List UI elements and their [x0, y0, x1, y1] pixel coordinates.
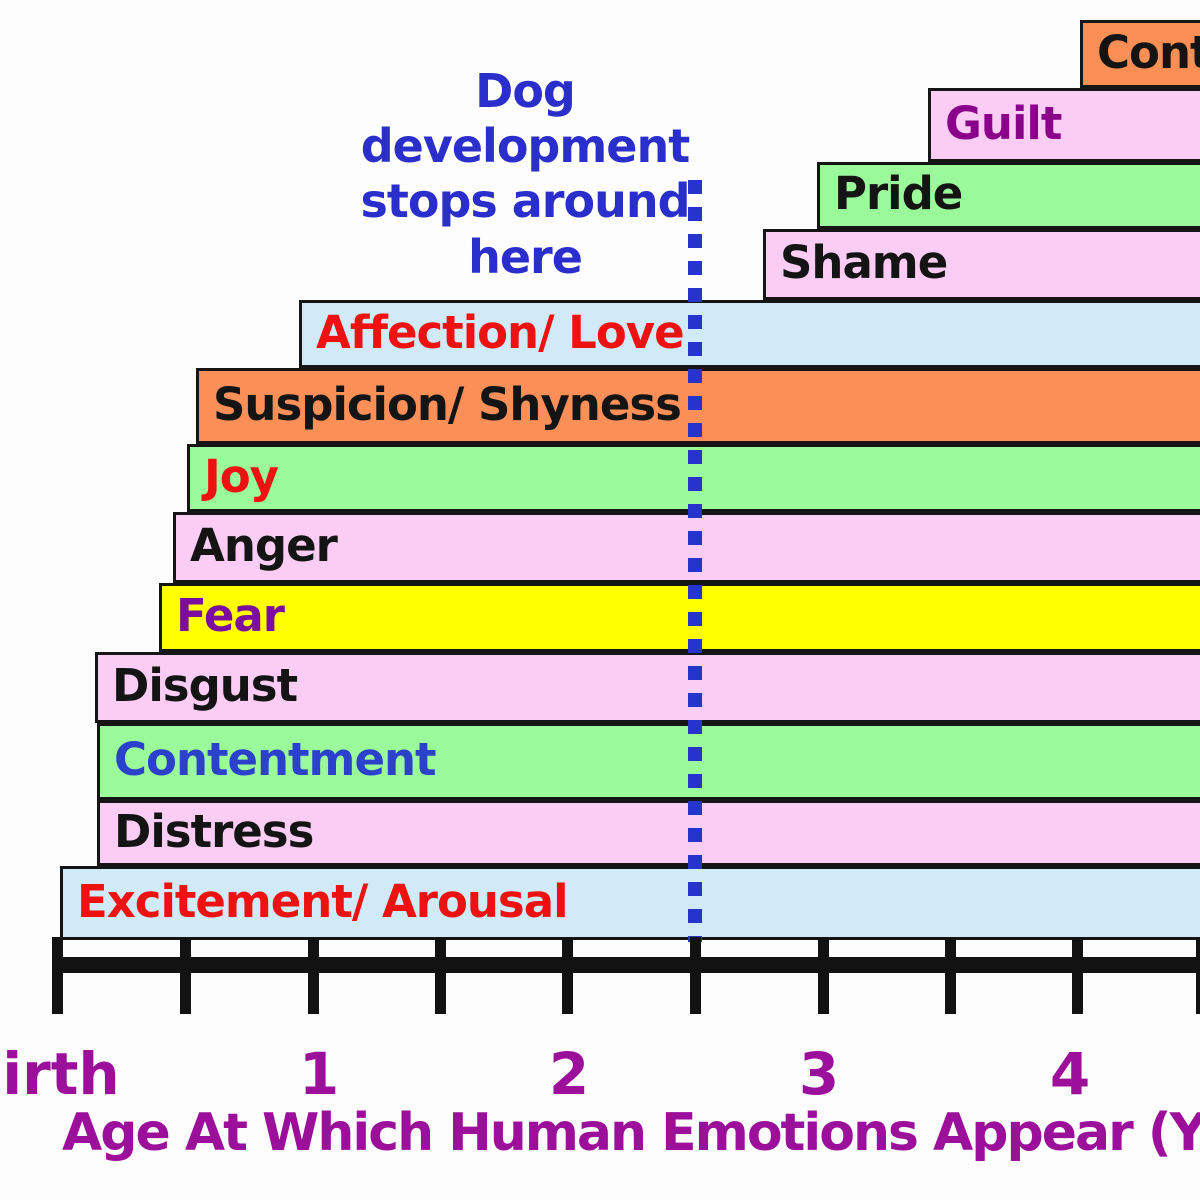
axis-title: Age At Which Human Emotions Appear (Year… — [62, 1103, 1200, 1163]
bar-label: Excitement/ Arousal — [77, 874, 569, 928]
bar-label: Guilt — [945, 96, 1062, 150]
bar-label: Contempt — [1097, 25, 1200, 79]
bar-label: Disgust — [112, 659, 298, 712]
bar-label: Affection/ Love — [316, 305, 685, 359]
x-axis-line — [53, 957, 1200, 973]
bar-label: Contentment — [114, 733, 437, 786]
bar-anger: Anger — [173, 512, 1200, 583]
x-tick-label-2: 2 — [548, 1040, 590, 1108]
x-axis-tick — [180, 937, 191, 1014]
x-axis-tick — [690, 937, 701, 1014]
bar-fear: Fear — [159, 583, 1200, 652]
bar-label: Suspicion/ Shyness — [213, 377, 682, 431]
x-axis-tick — [308, 937, 319, 1014]
annotation-dog-development: Dog development stops around here — [315, 64, 735, 285]
bar-guilt: Guilt — [928, 88, 1200, 162]
x-axis-tick — [818, 937, 829, 1014]
x-tick-label-4: 4 — [1049, 1040, 1091, 1108]
x-tick-label-birth: Birth — [0, 1040, 120, 1108]
x-axis-tick — [945, 937, 956, 1014]
annotation-line-2: stops around here — [360, 174, 690, 284]
x-tick-label-1: 1 — [298, 1040, 340, 1108]
x-axis-tick — [435, 937, 446, 1014]
bar-distress: Distress — [97, 800, 1200, 866]
bar-disgust: Disgust — [95, 652, 1200, 723]
x-axis-tick — [1196, 937, 1200, 1014]
annotation-line-1: Dog development — [360, 64, 690, 174]
bar-pride: Pride — [817, 162, 1200, 229]
x-axis-tick — [1072, 937, 1083, 1014]
bar-label: Anger — [190, 519, 338, 572]
bar-label: Distress — [114, 804, 314, 858]
bar-shame: Shame — [763, 229, 1200, 300]
bar-label: Pride — [834, 167, 963, 220]
bar-excitement-arousal: Excitement/ Arousal — [60, 866, 1200, 940]
x-axis-tick — [52, 937, 63, 1014]
bar-affection-love: Affection/ Love — [299, 300, 1200, 368]
x-tick-label-3: 3 — [798, 1040, 840, 1108]
x-axis-tick — [562, 937, 573, 1014]
bar-contempt: Contempt — [1080, 20, 1200, 88]
bar-label: Joy — [204, 449, 279, 503]
bar-label: Fear — [176, 589, 285, 642]
bar-contentment: Contentment — [97, 723, 1200, 800]
dog-development-cutoff-line — [688, 180, 702, 942]
bar-label: Shame — [780, 236, 948, 289]
